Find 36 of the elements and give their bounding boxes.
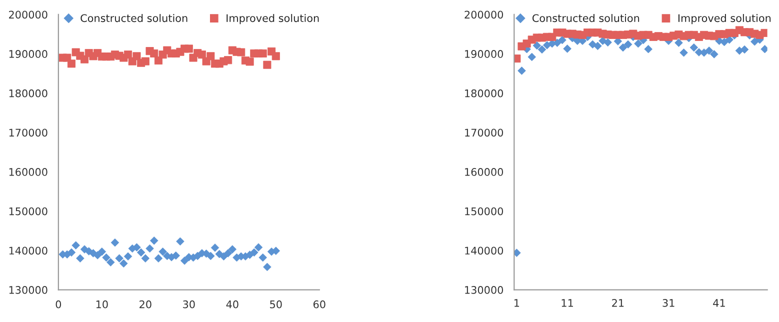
x-tick-label: 11 xyxy=(562,299,573,307)
y-tick-label: 140000 xyxy=(465,246,504,255)
legend-label: Improved solution xyxy=(226,14,319,24)
y-tick-label: 150000 xyxy=(465,207,504,216)
y-tick-label: 200000 xyxy=(9,10,48,19)
legend-label: Constructed solution xyxy=(80,14,188,22)
legend-label: Constructed solution xyxy=(532,14,640,22)
point xyxy=(680,48,688,57)
x-tick-label: 60 xyxy=(313,300,326,308)
x-tick-label: 31 xyxy=(662,299,674,307)
point xyxy=(254,243,263,252)
y-tick-label: 140000 xyxy=(9,246,48,255)
x-tick-label: 21 xyxy=(612,299,624,307)
x-tick-label: 30 xyxy=(183,300,195,308)
x-tick-label: 40 xyxy=(226,300,238,308)
x-tick-label: 10 xyxy=(96,300,108,308)
y-tick-label: 190000 xyxy=(9,50,48,58)
x-tick-label: 0 xyxy=(56,300,62,308)
y-tick-label: 130000 xyxy=(465,286,504,294)
x-tick-label: 50 xyxy=(270,300,282,308)
x-tick-label: 41 xyxy=(713,299,725,307)
legend-label: Improved solution xyxy=(678,14,771,24)
point xyxy=(263,262,272,272)
y-tick-label: 190000 xyxy=(465,50,504,58)
y-tick-label: 150000 xyxy=(9,207,48,216)
y-tick-label: 180000 xyxy=(9,89,48,98)
y-tick-label: 130000 xyxy=(9,286,48,294)
point xyxy=(528,52,536,62)
y-tick-label: 160000 xyxy=(465,168,504,176)
y-tick-label: 160000 xyxy=(9,168,48,176)
y-tick-label: 200000 xyxy=(464,10,504,19)
x-tick-label: 20 xyxy=(140,300,152,308)
y-tick-label: 170000 xyxy=(465,128,504,137)
y-tick-label: 170000 xyxy=(9,128,48,137)
x-tick-label: 1 xyxy=(514,299,520,307)
y-tick-label: 180000 xyxy=(465,89,504,98)
